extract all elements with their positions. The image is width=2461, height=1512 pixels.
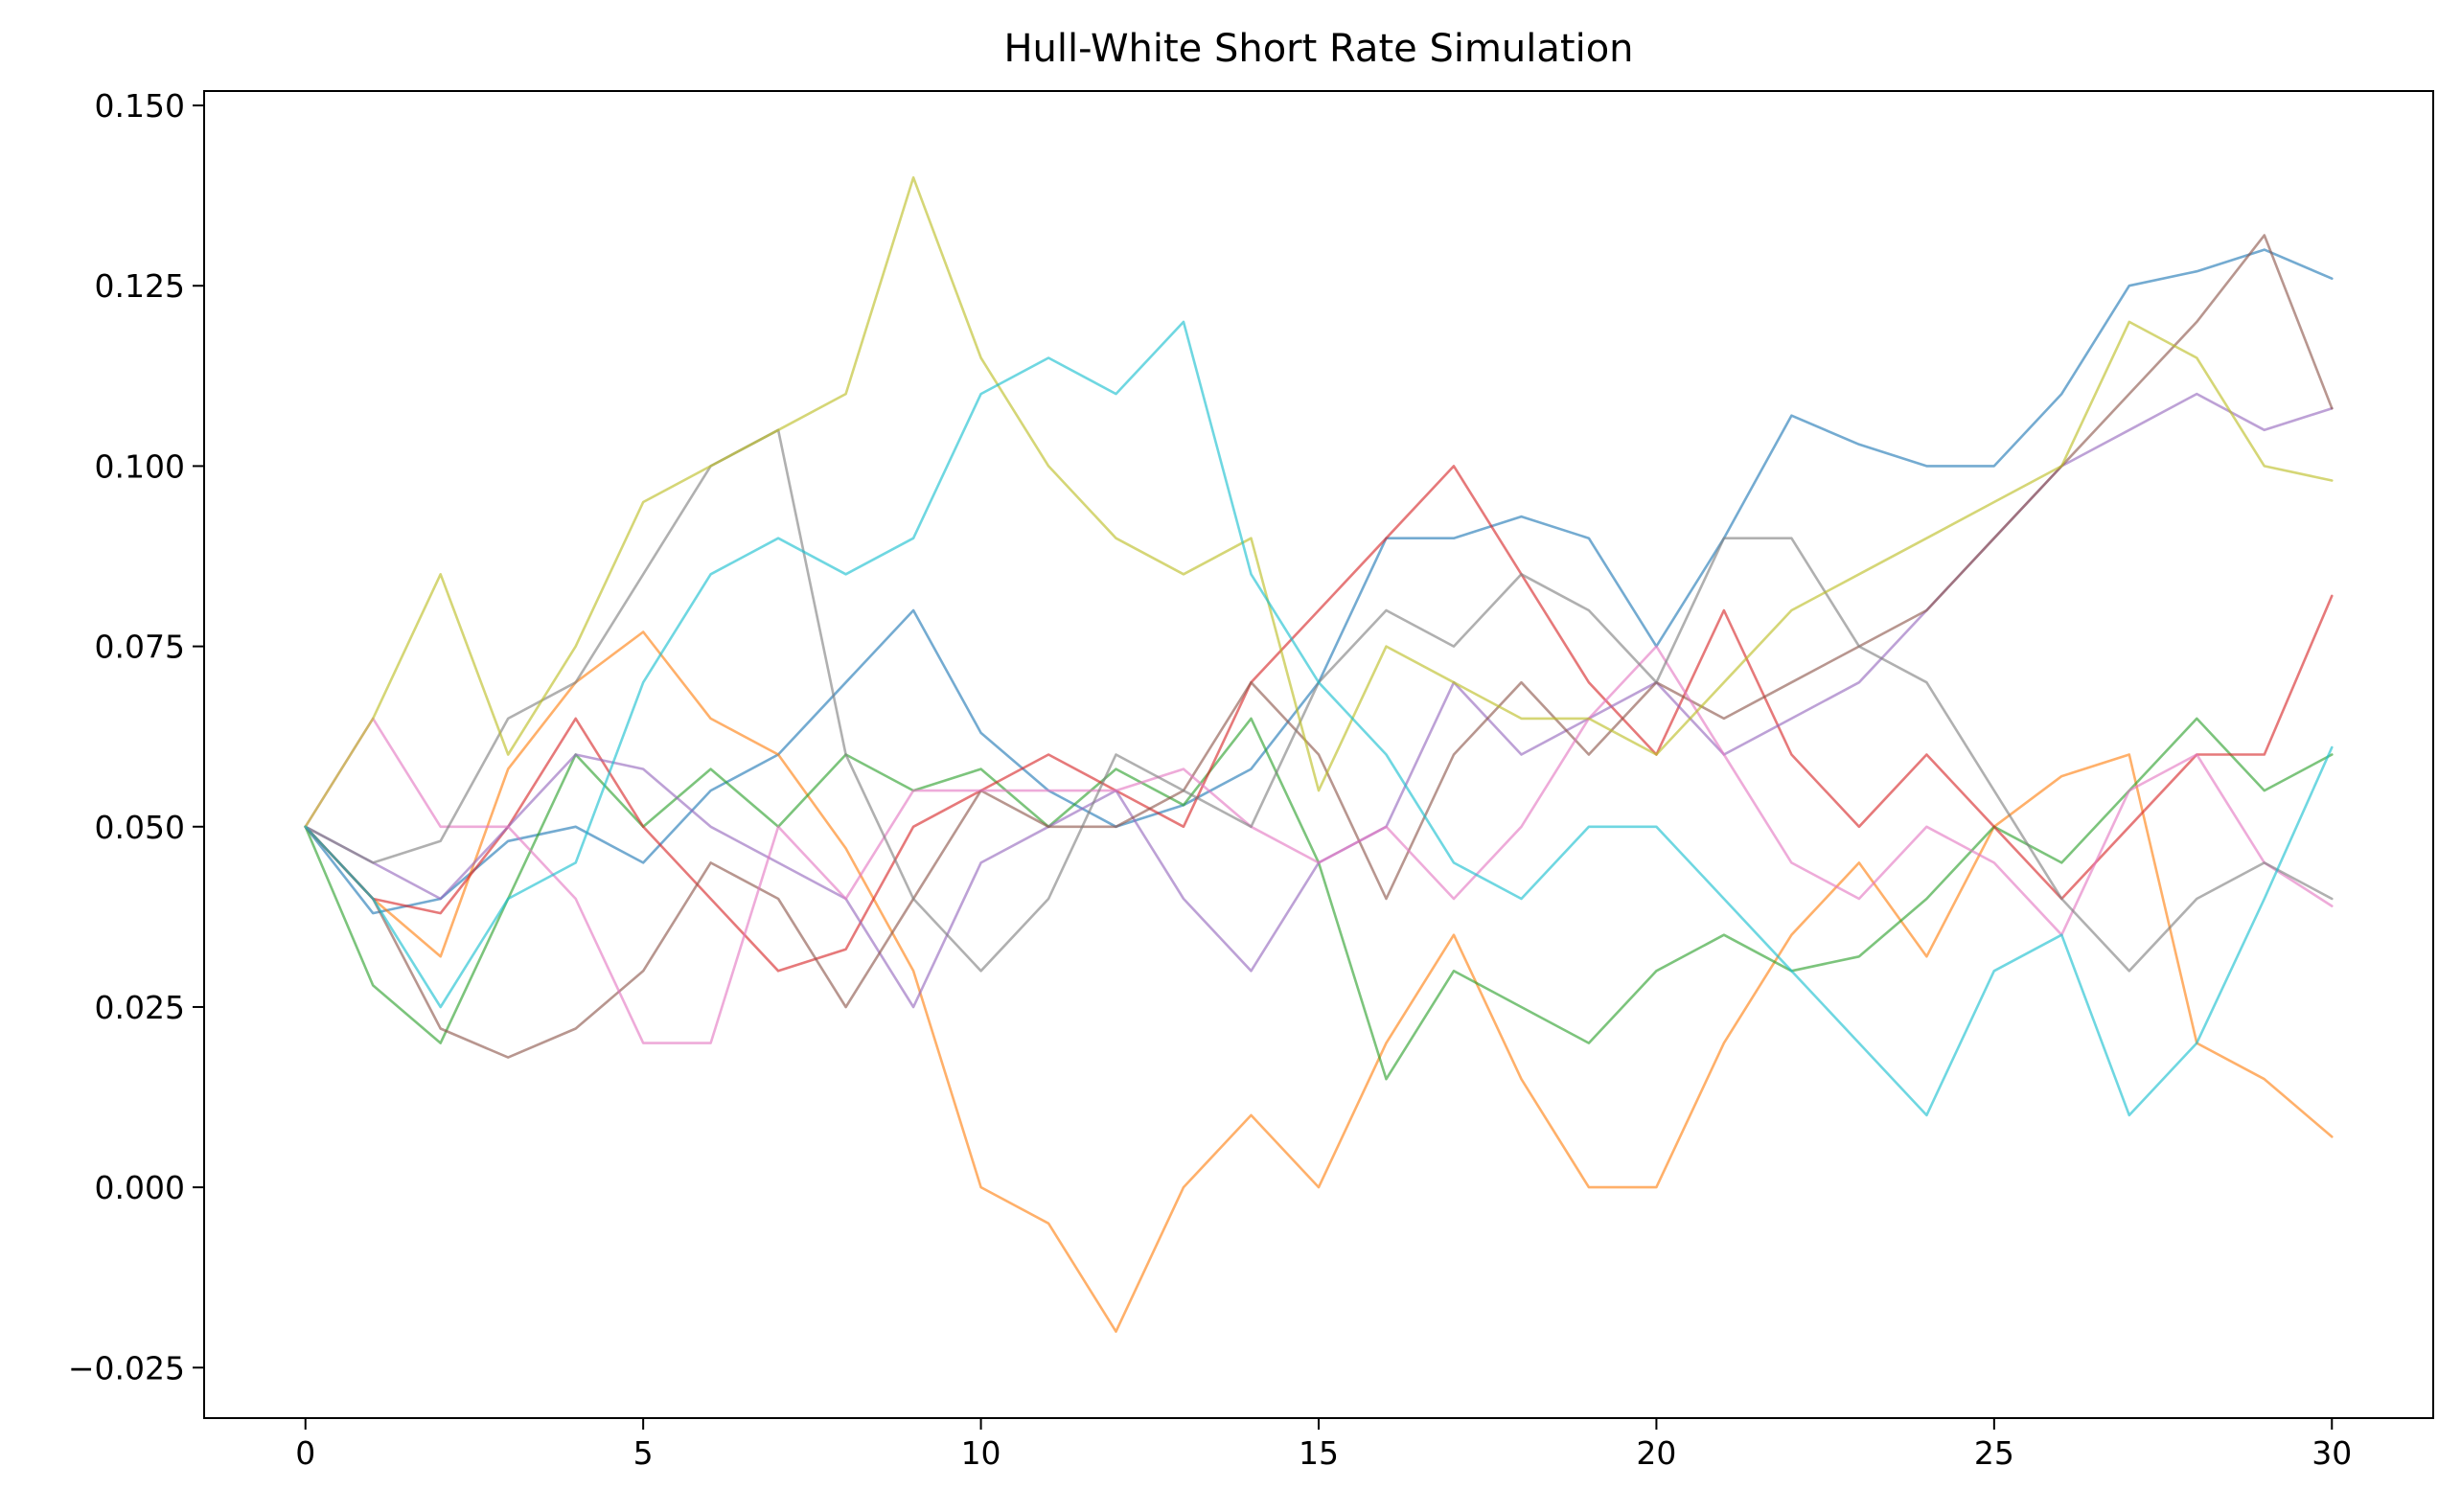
x-tick-label: 15 bbox=[1299, 1434, 1339, 1472]
x-tick-label: 20 bbox=[1636, 1434, 1676, 1472]
y-tick-label: −0.025 bbox=[68, 1349, 185, 1386]
x-axis: 0 5 10 15 20 25 30 bbox=[295, 1418, 2352, 1472]
y-tick-label: 0.050 bbox=[95, 809, 185, 846]
y-tick-label: 0.125 bbox=[95, 267, 185, 305]
series-line-8 bbox=[304, 428, 2334, 973]
y-axis: −0.025 0.000 0.025 0.050 0.075 0.100 0.125 0.15… bbox=[68, 87, 204, 1386]
series-lines bbox=[304, 176, 2334, 1333]
series-line-9 bbox=[304, 176, 2334, 829]
x-tick-label: 30 bbox=[2312, 1434, 2352, 1472]
x-tick-label: 0 bbox=[295, 1434, 315, 1472]
y-tick-label: 0.000 bbox=[95, 1169, 185, 1206]
x-tick-label: 25 bbox=[1974, 1434, 2014, 1472]
series-line-5 bbox=[304, 392, 2334, 1009]
series-line-1 bbox=[304, 248, 2334, 915]
series-line-7 bbox=[304, 645, 2334, 1044]
x-tick-label: 5 bbox=[633, 1434, 654, 1472]
series-line-6 bbox=[304, 234, 2334, 1059]
y-tick-label: 0.150 bbox=[95, 87, 185, 125]
series-line-10 bbox=[304, 320, 2334, 1117]
series-line-4 bbox=[304, 465, 2334, 973]
y-tick-label: 0.075 bbox=[95, 629, 185, 666]
y-tick-label: 0.100 bbox=[95, 447, 185, 485]
x-tick-label: 10 bbox=[961, 1434, 1001, 1472]
y-tick-label: 0.025 bbox=[95, 989, 185, 1026]
series-line-2 bbox=[304, 630, 2334, 1333]
chart-title: Hull-White Short Rate Simulation bbox=[1003, 27, 1633, 71]
plot-frame bbox=[203, 90, 2434, 1419]
